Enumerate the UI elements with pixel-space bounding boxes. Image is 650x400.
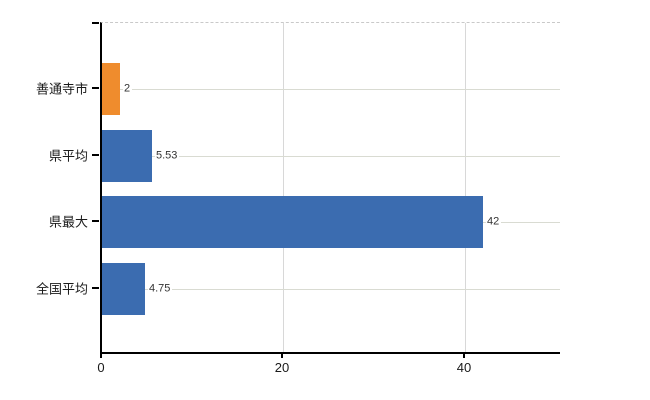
category-label: 県平均 (48, 148, 88, 164)
category-label: 県最大 (48, 214, 88, 230)
x-tick-label-0: 0 (97, 360, 105, 375)
x-axis-tick (281, 353, 283, 358)
y-axis-tick (92, 154, 99, 156)
bar-3[interactable] (102, 263, 145, 315)
plot-area: 2 5.53 42 4.75 (100, 22, 560, 354)
category-label: 全国平均 (35, 281, 88, 297)
value-label: 5.53 (155, 149, 180, 163)
y-axis-tick (92, 87, 99, 89)
x-axis-tick (463, 353, 465, 358)
value-label: 2 (123, 82, 133, 96)
bar-0[interactable] (102, 63, 120, 115)
category-label: 善通寺市 (35, 81, 88, 97)
y-axis-top-tick (92, 22, 99, 24)
value-label: 42 (486, 215, 502, 229)
row-gridline (102, 289, 560, 290)
x-gridline-40 (465, 23, 466, 352)
x-axis-tick (100, 353, 102, 358)
x-tick-label-40: 40 (456, 360, 472, 375)
x-tick-label-20: 20 (274, 360, 290, 375)
bar-2[interactable] (102, 196, 483, 248)
bar-1[interactable] (102, 130, 152, 182)
y-axis-tick (92, 220, 99, 222)
x-gridline-20 (283, 23, 284, 352)
y-axis-tick (92, 287, 99, 289)
row-gridline (102, 89, 560, 90)
value-label: 4.75 (148, 282, 173, 296)
row-gridline (102, 156, 560, 157)
